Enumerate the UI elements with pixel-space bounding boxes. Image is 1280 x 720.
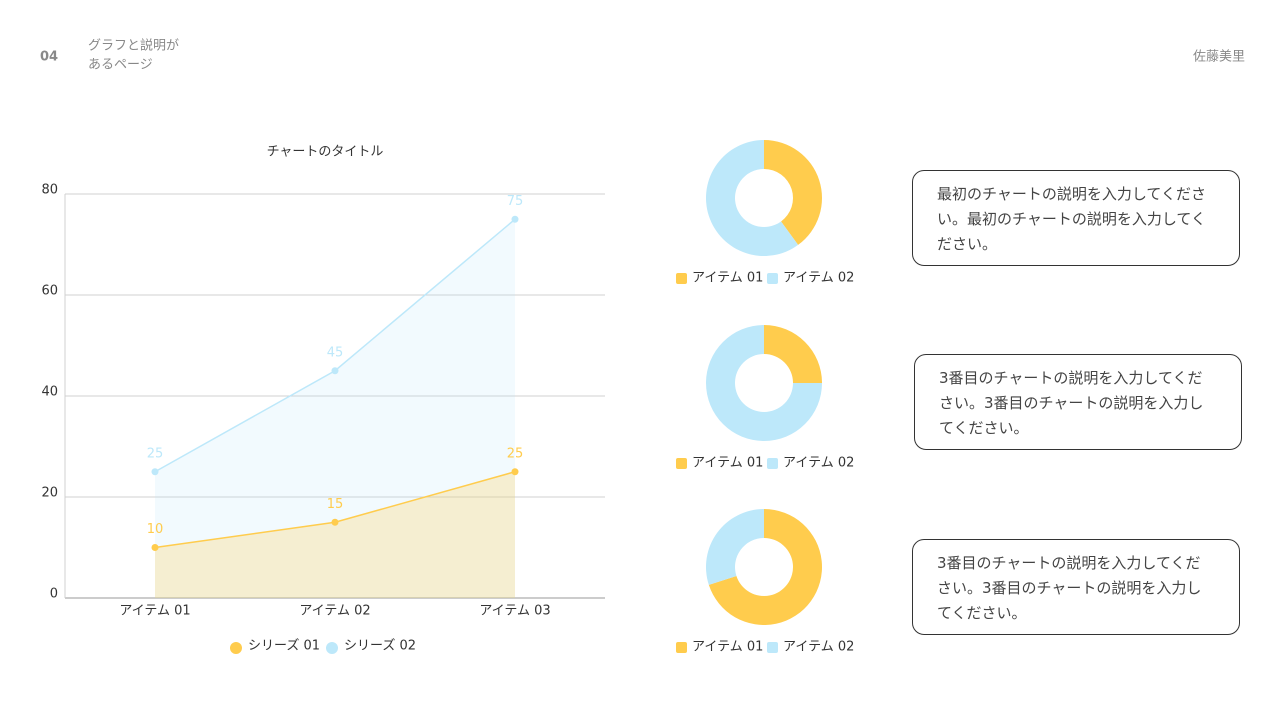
page-subtitle: グラフと説明が bbox=[88, 38, 179, 54]
data-label: 45 bbox=[327, 345, 344, 360]
x-tick-label: アイテム 01 bbox=[119, 604, 190, 619]
legend-label: シリーズ 01 bbox=[248, 638, 320, 654]
x-tick-label: アイテム 03 bbox=[479, 604, 550, 619]
legend-label: アイテム 02 bbox=[783, 640, 854, 655]
donut-slice bbox=[764, 325, 822, 383]
legend-marker bbox=[767, 273, 778, 284]
y-tick-label: 20 bbox=[41, 486, 58, 501]
legend-label: アイテム 01 bbox=[692, 640, 763, 655]
data-label: 25 bbox=[507, 446, 524, 461]
legend-marker bbox=[767, 642, 778, 653]
legend-marker bbox=[326, 642, 338, 654]
x-tick-label: アイテム 02 bbox=[299, 604, 370, 619]
data-label: 75 bbox=[507, 194, 524, 209]
legend-label: シリーズ 02 bbox=[344, 638, 416, 654]
legend-label: アイテム 02 bbox=[783, 456, 854, 471]
donut-slice bbox=[706, 508, 764, 585]
y-tick-label: 80 bbox=[41, 183, 58, 198]
data-label: 15 bbox=[327, 497, 344, 512]
author: 佐藤美里 bbox=[1193, 50, 1245, 65]
data-label: 25 bbox=[147, 446, 164, 461]
area bbox=[155, 219, 515, 598]
legend-marker bbox=[676, 458, 687, 469]
legend-label: アイテム 01 bbox=[692, 271, 763, 286]
y-tick-label: 0 bbox=[50, 587, 58, 602]
donut-slice bbox=[706, 325, 822, 441]
y-tick-label: 40 bbox=[41, 385, 58, 400]
point bbox=[151, 468, 159, 476]
page-subtitle: あるページ bbox=[88, 58, 153, 73]
legend-marker bbox=[676, 642, 687, 653]
y-tick-label: 60 bbox=[41, 284, 58, 299]
point bbox=[511, 468, 519, 476]
donut-slice bbox=[706, 140, 799, 256]
area bbox=[155, 471, 515, 598]
description: 3番目のチャートの説明を入力してください。3番目のチャートの説明を入力してくださ… bbox=[914, 354, 1242, 450]
legend-label: アイテム 02 bbox=[783, 271, 854, 286]
legend-label: アイテム 01 bbox=[692, 456, 763, 471]
legend-marker bbox=[767, 458, 778, 469]
point bbox=[511, 215, 519, 223]
description: 3番目のチャートの説明を入力してください。3番目のチャートの説明を入力してくださ… bbox=[912, 539, 1240, 635]
legend-marker bbox=[676, 273, 687, 284]
point bbox=[331, 518, 339, 526]
description: 最初のチャートの説明を入力してください。最初のチャートの説明を入力してください。 bbox=[912, 170, 1240, 266]
donut-slice bbox=[764, 140, 823, 245]
donut-slice bbox=[708, 509, 823, 625]
chart-title: チャートのタイトル bbox=[267, 145, 384, 160]
data-label: 10 bbox=[147, 522, 164, 537]
point bbox=[151, 544, 159, 551]
page-number: 04 bbox=[40, 50, 58, 65]
legend-marker bbox=[230, 642, 242, 654]
point bbox=[331, 367, 339, 375]
